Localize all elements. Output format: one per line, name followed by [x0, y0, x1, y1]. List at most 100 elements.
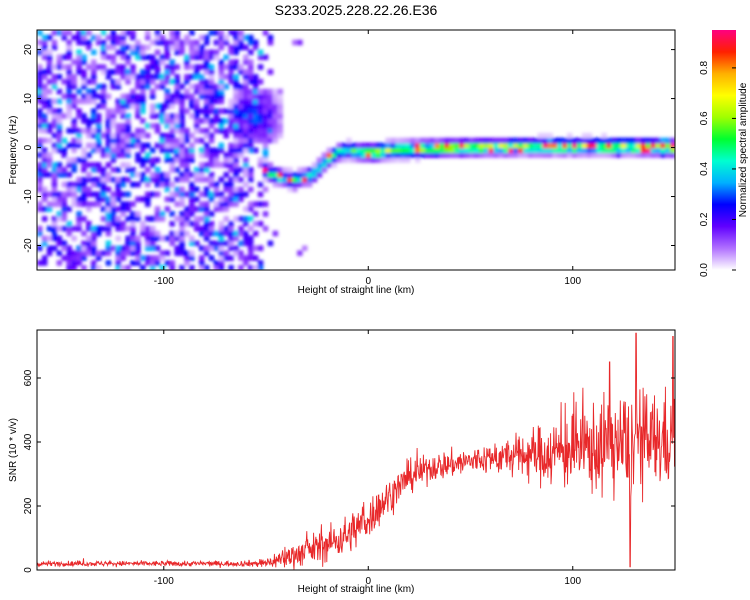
spectrogram-cell — [76, 186, 82, 193]
spectrogram-cell — [81, 201, 87, 207]
spectrogram-cell — [105, 221, 112, 227]
spectrogram-cell — [149, 103, 156, 109]
spectrogram-cell — [174, 44, 180, 51]
spectrogram-cell — [71, 201, 77, 207]
spectrogram-cell — [537, 152, 544, 158]
spectrogram-cell — [37, 118, 43, 124]
spectrogram-cell — [81, 186, 87, 193]
spectrogram-cell — [562, 142, 568, 149]
spectrogram-cell — [218, 74, 225, 80]
spectrogram-cell — [66, 206, 72, 212]
spectrogram-cell — [581, 137, 588, 144]
spectrogram-cell — [243, 79, 249, 85]
spectrogram-y-axis-label: Frequency (Hz) — [8, 116, 19, 185]
spectrogram-cell — [218, 240, 225, 247]
spectrogram-cell — [346, 137, 352, 144]
spectrogram-cell — [46, 49, 53, 56]
spectrogram-cell — [316, 167, 323, 173]
spectrogram-cell — [46, 137, 53, 144]
spectrogram-cell — [66, 260, 72, 266]
spectrogram-cell — [125, 79, 131, 85]
spectrogram-cell — [61, 216, 67, 222]
spectrogram-cell — [145, 260, 151, 266]
spectrogram-cell — [145, 69, 151, 75]
spectrogram-cell — [120, 113, 126, 119]
spectrogram-cell — [91, 98, 97, 105]
spectrogram-cell — [493, 147, 499, 154]
spectrogram-cell — [194, 186, 200, 193]
spectrogram-cell — [262, 162, 269, 168]
spectrogram-cell — [223, 240, 229, 247]
spectrogram-cell — [184, 137, 190, 144]
spectrogram-cell — [252, 79, 259, 85]
spectrogram-cell — [213, 191, 220, 198]
spectrogram-cell — [194, 69, 200, 75]
spectrogram-cell — [233, 34, 239, 41]
spectrogram-cell — [105, 152, 112, 158]
spectrogram-cell — [218, 118, 225, 124]
spectrogram-cell — [66, 108, 72, 114]
spectrogram-cell — [199, 206, 205, 212]
spectrogram-cell — [277, 132, 283, 139]
spectrogram-cell — [164, 49, 171, 56]
spectrogram-cell — [91, 59, 97, 65]
spectrogram-cell — [100, 196, 107, 202]
spectrogram-cell — [233, 64, 239, 70]
spectrogram-cell — [508, 142, 514, 149]
spectrogram-cell — [660, 142, 666, 149]
spectrogram-cell — [218, 196, 225, 202]
spectrogram-cell — [110, 118, 117, 124]
spectrogram-cell — [154, 157, 161, 163]
spectrogram-cell — [184, 34, 190, 41]
spectrogram-cell — [71, 167, 77, 173]
spectrogram-cell — [125, 147, 131, 154]
spectrogram-cell — [277, 93, 283, 100]
spectrogram-cell — [140, 54, 146, 60]
spectrogram-cell — [105, 245, 112, 251]
spectrogram-cell — [454, 152, 460, 158]
spectrogram-cell — [41, 123, 48, 129]
spectrogram-cell — [189, 39, 195, 46]
spectrogram-cell — [213, 93, 220, 100]
spectrogram-cell — [120, 128, 126, 134]
spectrogram-cell — [208, 123, 215, 129]
spectrogram-cell — [218, 191, 225, 198]
spectrogram-cell — [130, 260, 136, 266]
spectrogram-cell — [473, 152, 480, 158]
spectrogram-cell — [174, 123, 180, 129]
spectrogram-cell — [66, 142, 72, 149]
spectrogram-cell — [513, 152, 519, 158]
spectrogram-cell — [91, 74, 97, 80]
spectrogram-cell — [203, 103, 210, 109]
spectrogram-cell — [37, 201, 43, 207]
spectrogram-cell — [625, 142, 632, 149]
spectrogram-cell — [154, 83, 161, 90]
spectrogram-cell — [179, 118, 185, 124]
spectrogram-cell — [365, 147, 372, 154]
spectrogram-cell — [179, 201, 185, 207]
spectrogram-cell — [184, 88, 190, 95]
spectrogram-cell — [169, 167, 175, 173]
spectrogram-cell — [252, 201, 259, 207]
spectrogram-cell — [56, 118, 63, 124]
spectrogram-cell — [164, 93, 171, 100]
spectrogram-cell — [100, 69, 107, 75]
spectrogram-cell — [145, 123, 151, 129]
spectrogram-cell — [336, 147, 342, 154]
spectrogram-cell — [95, 196, 102, 202]
spectrogram-cell — [105, 118, 112, 124]
spectrogram-cell — [596, 142, 602, 149]
spectrogram-cell — [252, 221, 259, 227]
spectrogram-cell — [243, 93, 249, 100]
spectrogram-cell — [223, 64, 229, 70]
spectrogram-cell — [140, 93, 146, 100]
spectrogram-cell — [375, 147, 382, 154]
spectrogram-cell — [203, 113, 210, 119]
spectrogram-cell — [262, 123, 269, 129]
spectrogram-cell — [670, 147, 675, 154]
spectrogram-cell — [174, 186, 180, 193]
spectrogram-cell — [189, 147, 195, 154]
spectrogram-cell — [552, 152, 558, 158]
spectrogram-cell — [233, 30, 239, 36]
spectrogram-cell — [81, 181, 87, 188]
